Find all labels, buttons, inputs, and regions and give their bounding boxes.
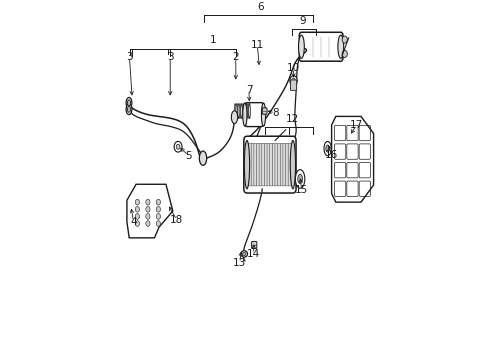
Ellipse shape [127, 106, 130, 112]
Circle shape [342, 50, 347, 58]
Polygon shape [332, 116, 373, 202]
Text: 6: 6 [257, 2, 264, 12]
Text: 8: 8 [272, 108, 278, 118]
FancyBboxPatch shape [251, 242, 257, 248]
Circle shape [156, 199, 161, 205]
Text: 7: 7 [245, 85, 252, 95]
Ellipse shape [126, 98, 132, 108]
FancyBboxPatch shape [251, 143, 254, 186]
Circle shape [146, 199, 150, 205]
Text: 14: 14 [247, 249, 260, 259]
Ellipse shape [245, 140, 249, 189]
Ellipse shape [236, 104, 238, 118]
Ellipse shape [244, 104, 245, 118]
Text: 3: 3 [126, 53, 133, 62]
Text: 16: 16 [325, 150, 338, 160]
Text: 17: 17 [350, 120, 363, 130]
Circle shape [156, 221, 161, 226]
Ellipse shape [247, 104, 249, 118]
Ellipse shape [126, 104, 132, 114]
FancyBboxPatch shape [245, 103, 263, 127]
Ellipse shape [290, 140, 295, 189]
Ellipse shape [199, 151, 207, 165]
FancyBboxPatch shape [265, 143, 268, 186]
Text: 15: 15 [295, 185, 308, 195]
Circle shape [135, 199, 140, 205]
FancyBboxPatch shape [288, 143, 292, 186]
FancyBboxPatch shape [256, 143, 260, 186]
FancyBboxPatch shape [262, 143, 265, 186]
FancyBboxPatch shape [283, 143, 286, 186]
FancyBboxPatch shape [272, 143, 275, 186]
Ellipse shape [295, 170, 305, 188]
Circle shape [156, 213, 161, 219]
Ellipse shape [245, 104, 247, 118]
FancyBboxPatch shape [259, 143, 262, 186]
Text: 11: 11 [251, 40, 264, 50]
FancyBboxPatch shape [248, 143, 252, 186]
Circle shape [174, 141, 182, 152]
Text: 2: 2 [232, 53, 239, 62]
Ellipse shape [261, 103, 266, 126]
FancyBboxPatch shape [286, 143, 289, 186]
Circle shape [135, 221, 140, 226]
Ellipse shape [243, 103, 247, 126]
FancyBboxPatch shape [291, 80, 297, 90]
Text: 12: 12 [286, 114, 299, 124]
Text: 10: 10 [287, 63, 300, 73]
FancyBboxPatch shape [278, 143, 281, 186]
Ellipse shape [234, 104, 236, 118]
Ellipse shape [238, 104, 239, 118]
Text: 1: 1 [210, 35, 217, 45]
FancyBboxPatch shape [270, 143, 273, 186]
Circle shape [156, 206, 161, 212]
Ellipse shape [298, 35, 304, 58]
Ellipse shape [127, 100, 130, 106]
Circle shape [176, 144, 180, 149]
Ellipse shape [326, 145, 329, 152]
Circle shape [292, 78, 295, 83]
FancyBboxPatch shape [254, 143, 257, 186]
Text: 3: 3 [167, 53, 173, 62]
Text: 4: 4 [130, 217, 137, 227]
Circle shape [290, 76, 297, 86]
Circle shape [135, 213, 140, 219]
Ellipse shape [241, 251, 247, 257]
FancyBboxPatch shape [267, 143, 270, 186]
FancyBboxPatch shape [299, 32, 343, 61]
FancyBboxPatch shape [275, 143, 278, 186]
Circle shape [146, 206, 150, 212]
Ellipse shape [241, 104, 243, 118]
Text: 13: 13 [233, 258, 246, 268]
Ellipse shape [231, 111, 238, 123]
Ellipse shape [324, 141, 331, 156]
Ellipse shape [243, 252, 246, 256]
Ellipse shape [338, 35, 343, 58]
Text: 9: 9 [299, 16, 306, 26]
Polygon shape [127, 184, 173, 238]
Circle shape [342, 36, 347, 43]
Ellipse shape [249, 104, 250, 118]
Text: 5: 5 [185, 151, 192, 161]
FancyBboxPatch shape [262, 108, 267, 114]
Circle shape [146, 213, 150, 219]
Circle shape [146, 221, 150, 226]
Ellipse shape [243, 104, 244, 118]
Circle shape [135, 206, 140, 212]
Text: 18: 18 [170, 215, 183, 225]
Ellipse shape [298, 174, 302, 184]
FancyBboxPatch shape [280, 143, 283, 186]
FancyBboxPatch shape [244, 136, 296, 193]
Ellipse shape [239, 104, 241, 118]
